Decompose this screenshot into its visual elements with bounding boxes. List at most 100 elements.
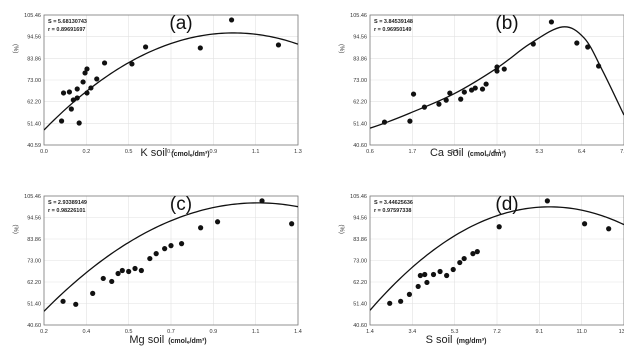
data-point <box>101 60 108 66</box>
x-axis-label: K soil (cmolₑ/dm³) <box>140 147 209 159</box>
y-tick-label: 40.60 <box>353 143 367 149</box>
y-tick-label: 73.00 <box>27 78 41 84</box>
data-point <box>197 45 203 51</box>
data-point <box>289 221 295 227</box>
plot-frame <box>369 14 624 146</box>
data-point <box>70 97 76 103</box>
x-tick-label: 0.7 <box>167 149 175 155</box>
x-axis-name: Mg soil <box>129 334 164 346</box>
x-axis-label: S soil (mg/dm³) <box>426 334 487 346</box>
data-point <box>458 96 464 102</box>
chart-panel-d: 1.4 3.4 5.3 7.2 9.1 11.0 13.0 40.60 51.40 62.20 73… <box>338 194 624 346</box>
data-point <box>450 266 456 273</box>
y-tick-label: 73.00 <box>27 259 41 265</box>
data-point <box>457 259 463 266</box>
y-tick-label: 83.86 <box>353 56 367 62</box>
data-point <box>100 275 106 282</box>
data-point <box>90 290 96 296</box>
y-tick-label: 51.40 <box>353 121 367 127</box>
data-point <box>58 118 65 124</box>
y-tick-label: 62.20 <box>27 280 41 286</box>
x-tick-label: 5.3 <box>536 149 544 155</box>
plot-frame <box>43 14 299 146</box>
data-point <box>606 226 612 232</box>
panel-label: (a) <box>169 13 192 34</box>
x-axis-label: Ca soil (cmolₑ/dm³) <box>430 147 506 159</box>
data-point <box>198 225 204 231</box>
data-point <box>447 90 453 96</box>
chart-panel-a: 0.0 0.2 0.5 0.7 0.9 1.1 1.3 40.59 51.40 62.20 73.0… <box>12 13 302 159</box>
y-axis-label: (%) <box>338 44 344 53</box>
panel-label: (b) <box>495 13 518 34</box>
y-tick-label: 94.56 <box>27 216 41 222</box>
y-tick-label: 105.46 <box>350 13 367 19</box>
x-axis-unit: (mg/dm³) <box>456 338 486 345</box>
x-tick-label: 0.6 <box>366 149 374 155</box>
data-point <box>461 255 467 262</box>
y-tick-label: 73.00 <box>353 259 367 265</box>
x-tick-label: 0.2 <box>40 329 48 335</box>
x-tick-label: 3.4 <box>409 329 417 335</box>
x-tick-label: 1.4 <box>366 329 374 335</box>
stat-annotation: S = 5.68130743 <box>48 19 87 25</box>
data-point <box>84 90 90 96</box>
data-point <box>443 97 449 103</box>
data-point <box>129 61 135 67</box>
data-point <box>143 44 149 50</box>
x-tick-label: 13.0 <box>619 329 624 335</box>
data-point <box>214 219 221 225</box>
x-tick-label: 0.0 <box>40 149 48 155</box>
data-point <box>548 19 555 25</box>
x-axis-label: Mg soil (cmolₑ/dm³) <box>129 334 206 346</box>
data-point <box>73 301 79 307</box>
stat-annotation: r = 0.89691697 <box>48 27 85 33</box>
data-point <box>424 279 430 286</box>
y-tick-label: 105.46 <box>24 13 41 19</box>
x-tick-label: 2.9 <box>451 149 459 155</box>
x-tick-label: 1.3 <box>294 149 302 155</box>
data-point <box>483 81 489 87</box>
data-point <box>417 272 423 279</box>
x-tick-label: 0.5 <box>125 329 133 335</box>
x-tick-label: 7.2 <box>493 329 501 335</box>
data-point <box>168 243 174 249</box>
data-point <box>470 251 476 257</box>
stat-annotation: r = 0.96950149 <box>374 27 411 33</box>
x-tick-label: 4.1 <box>493 149 501 155</box>
data-point <box>494 68 500 74</box>
chart-panel-b: 0.6 1.7 2.9 4.1 5.3 6.4 7.6 40.60 51.40 62.20 73.0… <box>338 13 624 159</box>
y-tick-label: 94.56 <box>353 216 367 222</box>
data-point <box>84 66 90 72</box>
data-point <box>422 271 428 278</box>
y-tick-label: 83.86 <box>27 237 41 243</box>
data-point <box>430 271 437 278</box>
y-tick-label: 40.60 <box>27 323 41 329</box>
stat-annotation: r = 0.97597338 <box>374 208 411 214</box>
data-point <box>76 120 82 126</box>
data-point <box>126 268 132 275</box>
data-point <box>596 63 602 69</box>
data-point <box>472 85 478 91</box>
y-tick-label: 94.56 <box>27 35 41 41</box>
stat-annotation: S = 3.84539148 <box>374 19 413 25</box>
data-point <box>82 70 88 76</box>
y-tick-label: 105.46 <box>350 194 367 200</box>
data-point <box>407 118 413 124</box>
x-tick-label: 1.7 <box>409 149 417 155</box>
y-tick-label: 51.40 <box>27 302 41 308</box>
y-tick-label: 62.20 <box>353 100 367 106</box>
y-tick-label: 105.46 <box>24 194 41 200</box>
y-tick-label: 73.00 <box>353 78 367 84</box>
data-point <box>115 270 121 277</box>
x-axis-name: Ca soil <box>430 147 464 159</box>
data-point <box>501 66 507 72</box>
data-point <box>88 85 94 91</box>
data-point <box>94 76 100 82</box>
x-axis-name: S soil <box>426 334 453 346</box>
data-point <box>381 119 388 125</box>
x-tick-label: 5.3 <box>451 329 459 335</box>
stat-annotation: S = 2.93389149 <box>48 200 87 206</box>
y-tick-label: 62.20 <box>27 100 41 106</box>
data-point <box>421 104 428 110</box>
